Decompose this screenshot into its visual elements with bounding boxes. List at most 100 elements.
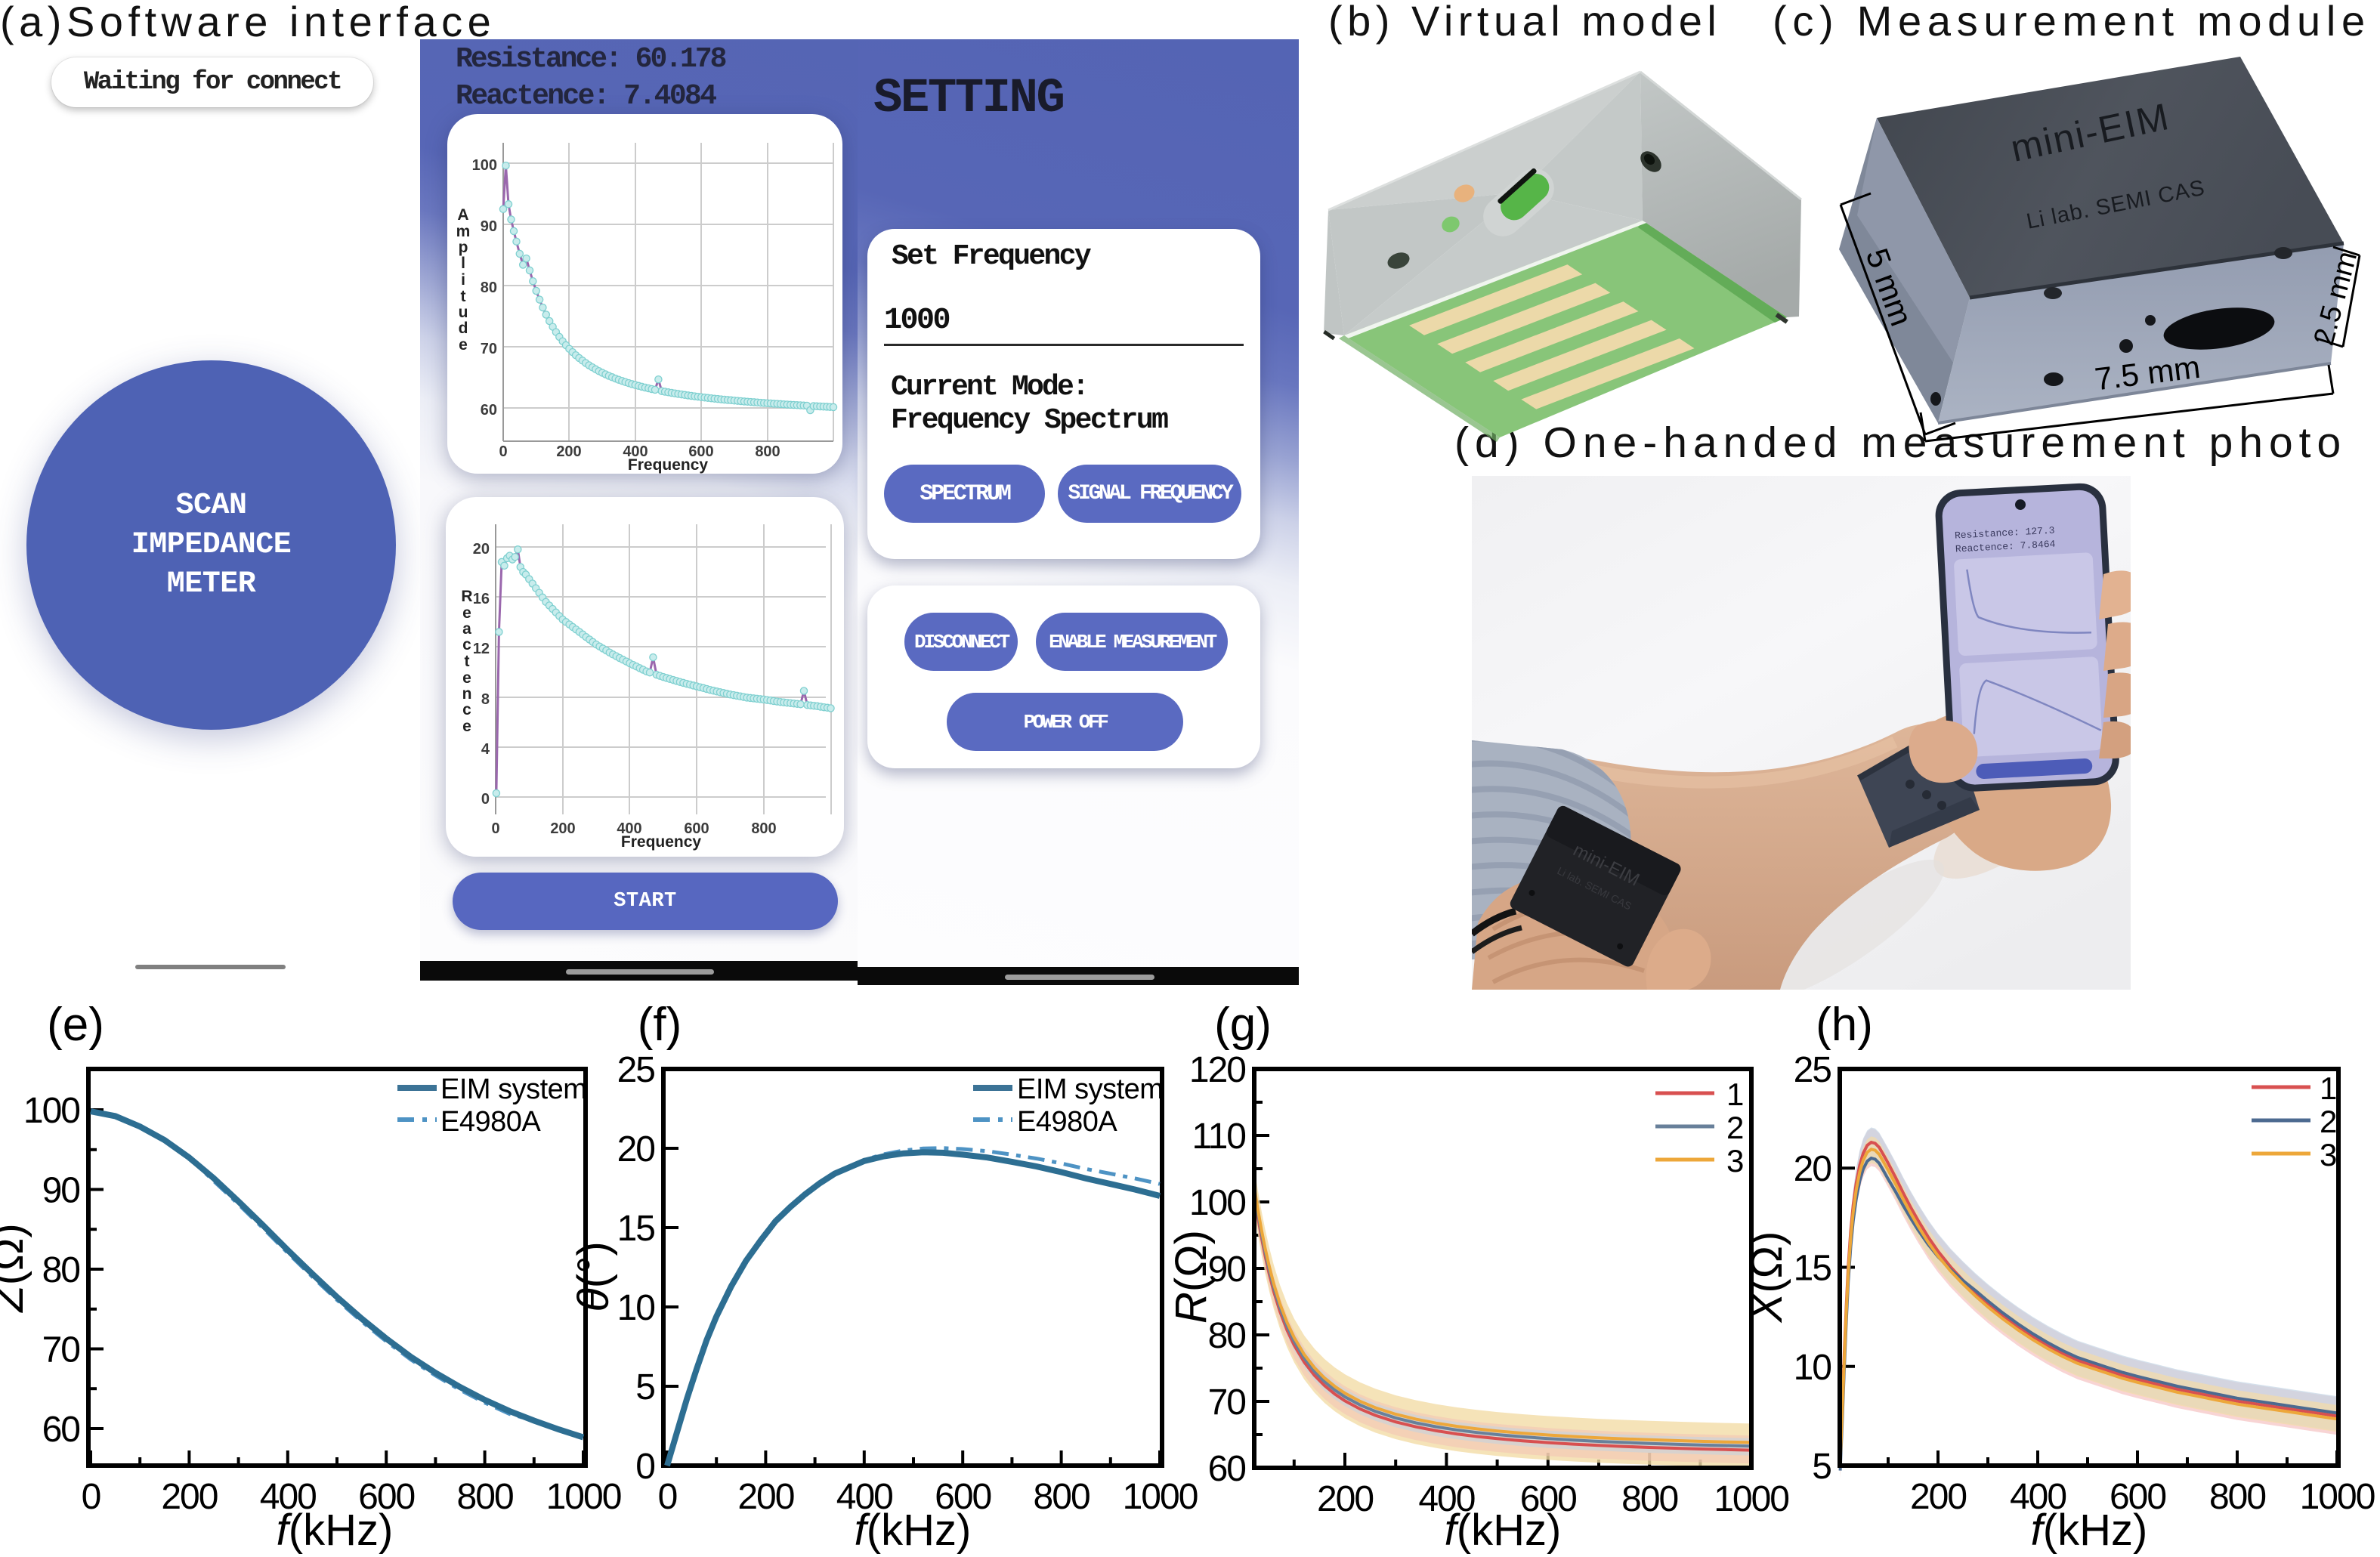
svg-text:(h): (h)	[1816, 999, 1873, 1051]
svg-text:i: i	[461, 271, 465, 289]
svg-text:p: p	[459, 239, 468, 256]
svg-text:90: 90	[481, 218, 497, 235]
svg-text:1000: 1000	[1714, 1479, 1788, 1519]
svg-text:f(kHz): f(kHz)	[277, 1506, 394, 1555]
svg-text:800: 800	[751, 820, 776, 837]
svg-text:20: 20	[473, 541, 490, 558]
svg-text:200: 200	[161, 1477, 217, 1517]
svg-text:0: 0	[481, 791, 490, 808]
svg-text:800: 800	[1621, 1479, 1677, 1519]
svg-text:l: l	[461, 255, 465, 272]
svg-text:200: 200	[1317, 1479, 1373, 1519]
svg-text:5: 5	[1812, 1447, 1831, 1487]
svg-text:(f): (f)	[638, 999, 682, 1051]
svg-text:f(kHz): f(kHz)	[855, 1506, 972, 1555]
svg-text:f(kHz): f(kHz)	[1445, 1506, 1562, 1555]
svg-text:800: 800	[1034, 1477, 1090, 1517]
svg-text:0: 0	[491, 820, 499, 837]
svg-text:70: 70	[1208, 1382, 1246, 1423]
svg-text:400: 400	[623, 443, 648, 460]
svg-text:600: 600	[2110, 1477, 2165, 1517]
svg-text:600: 600	[358, 1477, 414, 1517]
svg-text:400: 400	[836, 1477, 892, 1517]
svg-text:(e): (e)	[47, 999, 104, 1051]
svg-text:90: 90	[42, 1171, 80, 1211]
svg-text:0: 0	[82, 1477, 100, 1517]
svg-text:800: 800	[755, 443, 780, 460]
svg-text:f(kHz): f(kHz)	[2031, 1506, 2148, 1555]
svg-text:200: 200	[550, 820, 575, 837]
svg-text:t: t	[465, 653, 470, 670]
svg-text:120: 120	[1189, 1050, 1245, 1090]
svg-text:200: 200	[556, 443, 581, 460]
svg-text:800: 800	[2209, 1477, 2265, 1517]
svg-text:800: 800	[457, 1477, 513, 1517]
svg-text:25: 25	[617, 1050, 655, 1090]
svg-text:e: e	[459, 336, 468, 354]
svg-text:10: 10	[617, 1288, 655, 1328]
svg-text:60: 60	[1208, 1449, 1246, 1489]
svg-text:2: 2	[1726, 1110, 1744, 1145]
svg-text:4: 4	[481, 741, 490, 758]
svg-text:16: 16	[473, 591, 490, 607]
svg-text:600: 600	[684, 820, 709, 837]
svg-text:u: u	[459, 304, 468, 321]
svg-text:80: 80	[1208, 1316, 1246, 1356]
svg-text:1000: 1000	[1123, 1477, 1198, 1517]
svg-text:15: 15	[617, 1209, 655, 1249]
svg-text:θ(°): θ(°)	[569, 1241, 618, 1311]
svg-text:1: 1	[2320, 1070, 2337, 1106]
svg-text:100: 100	[23, 1091, 79, 1131]
svg-text:Z(Ω): Z(Ω)	[0, 1223, 32, 1313]
svg-text:R(Ω): R(Ω)	[1167, 1230, 1216, 1324]
svg-text:n: n	[462, 685, 472, 703]
svg-text:400: 400	[617, 820, 641, 837]
svg-text:t: t	[461, 288, 466, 305]
svg-text:1000: 1000	[2300, 1477, 2375, 1517]
svg-text:(g): (g)	[1214, 999, 1272, 1051]
svg-text:400: 400	[260, 1477, 316, 1517]
svg-text:e: e	[462, 669, 471, 687]
svg-text:600: 600	[688, 443, 713, 460]
svg-text:1000: 1000	[546, 1477, 621, 1517]
svg-text:0: 0	[499, 443, 507, 460]
svg-text:2: 2	[2320, 1104, 2337, 1139]
svg-text:60: 60	[481, 402, 497, 419]
svg-text:c: c	[462, 701, 471, 718]
svg-text:400: 400	[2010, 1477, 2066, 1517]
svg-text:600: 600	[935, 1477, 991, 1517]
svg-text:12: 12	[473, 641, 490, 657]
svg-text:3: 3	[1726, 1143, 1744, 1179]
svg-text:5: 5	[635, 1367, 654, 1407]
svg-text:200: 200	[737, 1477, 793, 1517]
svg-text:A: A	[457, 206, 468, 224]
svg-text:25: 25	[1794, 1050, 1831, 1090]
svg-text:100: 100	[1189, 1183, 1245, 1223]
svg-text:600: 600	[1520, 1479, 1576, 1519]
svg-text:100: 100	[472, 157, 497, 174]
svg-text:m: m	[456, 223, 471, 240]
svg-text:70: 70	[481, 341, 497, 357]
svg-text:20: 20	[617, 1129, 655, 1169]
svg-text:70: 70	[42, 1330, 80, 1370]
svg-text:E4980A: E4980A	[440, 1106, 541, 1138]
svg-text:10: 10	[1794, 1348, 1831, 1388]
svg-text:15: 15	[1794, 1249, 1831, 1289]
svg-text:EIM system: EIM system	[440, 1074, 586, 1105]
svg-text:3: 3	[2320, 1137, 2337, 1172]
svg-text:80: 80	[481, 280, 497, 296]
svg-text:8: 8	[481, 691, 490, 708]
svg-text:E4980A: E4980A	[1017, 1106, 1117, 1138]
svg-text:110: 110	[1192, 1117, 1245, 1157]
svg-text:e: e	[462, 718, 471, 735]
svg-text:20: 20	[1794, 1149, 1831, 1189]
svg-text:Resistance: 127.3: Resistance: 127.3	[1955, 525, 2055, 542]
svg-text:Reactence: 7.8464: Reactence: 7.8464	[1955, 539, 2056, 555]
svg-text:400: 400	[1418, 1479, 1474, 1519]
svg-text:1: 1	[1726, 1077, 1744, 1112]
svg-text:0: 0	[658, 1477, 677, 1517]
svg-text:a: a	[462, 620, 471, 638]
svg-text:60: 60	[42, 1410, 80, 1450]
svg-text:Frequency: Frequency	[628, 456, 709, 474]
svg-text:d: d	[459, 320, 468, 337]
